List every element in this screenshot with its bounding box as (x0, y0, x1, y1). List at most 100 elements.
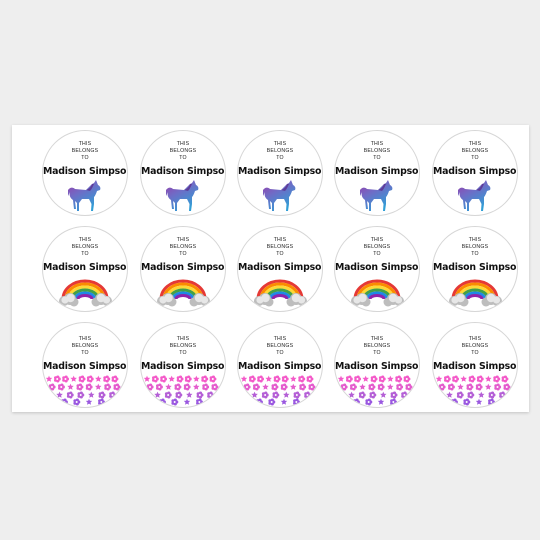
label-line-this: THIS (176, 336, 190, 342)
label-line-belongs: BELONGS (363, 343, 391, 349)
sticker-art (433, 373, 517, 407)
sticker-art (457, 178, 499, 212)
sticker-art (335, 373, 419, 407)
sticker-art (447, 277, 503, 307)
sticker-art (155, 277, 211, 307)
flower-border-icon (435, 375, 511, 406)
label-line-this: THIS (273, 141, 287, 147)
sticker-art (43, 373, 127, 407)
label-line-this: THIS (176, 141, 190, 147)
label-line-belongs: BELONGS (363, 148, 391, 154)
name-sticker: THIS BELONGS TO Madison Simpson (432, 130, 518, 216)
sticker-art (67, 178, 109, 212)
label-line-to: TO (373, 350, 381, 356)
owner-name: Madison Simpson (433, 262, 518, 273)
owner-name: Madison Simpson (433, 166, 518, 177)
label-line-to: TO (276, 155, 284, 161)
unicorn-icon (166, 180, 199, 211)
sticker-art (57, 277, 113, 307)
rainbow-icon (449, 279, 502, 307)
label-line-this: THIS (468, 336, 482, 342)
sticker-art (252, 277, 308, 307)
owner-name: Madison Simpson (43, 262, 128, 273)
name-sticker: THIS BELONGS TO Madison Simpson (237, 130, 323, 216)
name-sticker: THIS BELONGS TO Madison Simpson (140, 130, 226, 216)
name-sticker: THIS BELONGS TO Madison Simpson (42, 130, 128, 216)
label-line-belongs: BELONGS (363, 244, 391, 250)
name-sticker: THIS BELONGS TO Madison Simpson (334, 226, 420, 312)
label-line-this: THIS (468, 141, 482, 147)
label-line-belongs: BELONGS (461, 244, 489, 250)
name-sticker: THIS BELONGS TO Madison Simpson (140, 322, 226, 408)
name-sticker: THIS BELONGS TO Madison Simpson (140, 226, 226, 312)
label-line-belongs: BELONGS (71, 244, 99, 250)
label-line-this: THIS (78, 237, 92, 243)
label-line-belongs: BELONGS (71, 343, 99, 349)
label-line-to: TO (179, 251, 187, 257)
label-line-to: TO (471, 155, 479, 161)
flower-border-icon (143, 375, 219, 406)
name-sticker: THIS BELONGS TO Madison Simpson (432, 322, 518, 408)
rainbow-icon (59, 279, 112, 307)
owner-name: Madison Simpson (43, 166, 128, 177)
label-line-to: TO (471, 251, 479, 257)
label-line-to: TO (179, 350, 187, 356)
label-line-to: TO (81, 251, 89, 257)
label-line-to: TO (81, 350, 89, 356)
label-line-to: TO (276, 251, 284, 257)
name-sticker: THIS BELONGS TO Madison Simpson (42, 226, 128, 312)
flower-border-icon (240, 375, 316, 406)
owner-name: Madison Simpson (43, 361, 128, 372)
rainbow-icon (254, 279, 307, 307)
rainbow-icon (157, 279, 210, 307)
flower-border-icon (45, 375, 121, 406)
label-line-this: THIS (370, 141, 384, 147)
sticker-sheet: THIS BELONGS TO Madison Simpson THIS BELONGS… (12, 125, 529, 412)
owner-name: Madison Simpson (141, 361, 226, 372)
sticker-art (238, 373, 322, 407)
unicorn-icon (458, 180, 491, 211)
unicorn-icon (68, 180, 101, 211)
label-line-belongs: BELONGS (169, 343, 197, 349)
owner-name: Madison Simpson (335, 262, 420, 273)
owner-name: Madison Simpson (335, 361, 420, 372)
name-sticker: THIS BELONGS TO Madison Simpson (237, 322, 323, 408)
label-line-to: TO (373, 251, 381, 257)
sticker-art (349, 277, 405, 307)
owner-name: Madison Simpson (433, 361, 518, 372)
name-sticker: THIS BELONGS TO Madison Simpson (42, 322, 128, 408)
label-line-belongs: BELONGS (266, 244, 294, 250)
label-line-to: TO (373, 155, 381, 161)
flower-border-icon (337, 375, 413, 406)
owner-name: Madison Simpson (335, 166, 420, 177)
label-line-to: TO (81, 155, 89, 161)
label-line-belongs: BELONGS (169, 148, 197, 154)
label-line-this: THIS (273, 237, 287, 243)
label-line-this: THIS (273, 336, 287, 342)
label-line-belongs: BELONGS (71, 148, 99, 154)
owner-name: Madison Simpson (141, 262, 226, 273)
sticker-art (359, 178, 401, 212)
rainbow-icon (351, 279, 404, 307)
label-line-this: THIS (370, 336, 384, 342)
label-line-this: THIS (370, 237, 384, 243)
owner-name: Madison Simpson (238, 262, 323, 273)
owner-name: Madison Simpson (238, 166, 323, 177)
name-sticker: THIS BELONGS TO Madison Simpson (432, 226, 518, 312)
label-line-this: THIS (78, 141, 92, 147)
label-line-belongs: BELONGS (266, 343, 294, 349)
label-line-belongs: BELONGS (461, 343, 489, 349)
sticker-art (141, 373, 225, 407)
name-sticker: THIS BELONGS TO Madison Simpson (237, 226, 323, 312)
label-line-belongs: BELONGS (169, 244, 197, 250)
name-sticker: THIS BELONGS TO Madison Simpson (334, 130, 420, 216)
owner-name: Madison Simpson (141, 166, 226, 177)
unicorn-icon (263, 180, 296, 211)
label-line-to: TO (179, 155, 187, 161)
label-line-belongs: BELONGS (266, 148, 294, 154)
label-line-this: THIS (78, 336, 92, 342)
sticker-art (262, 178, 304, 212)
label-line-belongs: BELONGS (461, 148, 489, 154)
sticker-art (165, 178, 207, 212)
owner-name: Madison Simpson (238, 361, 323, 372)
